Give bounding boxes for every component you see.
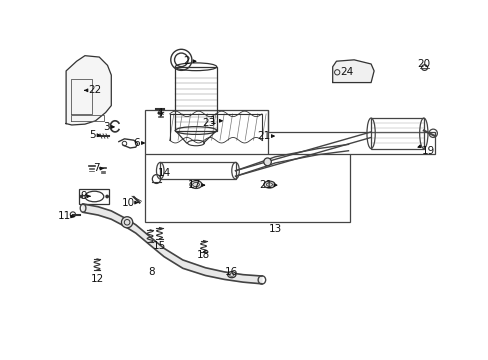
Bar: [79, 189, 109, 204]
Text: 11: 11: [57, 211, 70, 221]
Polygon shape: [332, 60, 373, 82]
Text: 6: 6: [133, 138, 139, 148]
Text: 22: 22: [88, 85, 101, 95]
Text: 10: 10: [121, 198, 134, 208]
Text: 2: 2: [183, 56, 190, 66]
Text: 4: 4: [157, 108, 163, 117]
Ellipse shape: [263, 158, 271, 166]
Circle shape: [80, 195, 83, 198]
Text: 9: 9: [80, 191, 87, 201]
Polygon shape: [83, 204, 262, 284]
Text: 19: 19: [421, 146, 434, 156]
Text: 16: 16: [224, 267, 238, 278]
Bar: [160, 162, 235, 179]
Bar: [175, 67, 216, 131]
Ellipse shape: [263, 181, 275, 188]
Circle shape: [105, 195, 109, 198]
Text: 14: 14: [157, 168, 170, 178]
Text: 18: 18: [197, 250, 210, 260]
Text: 8: 8: [148, 267, 155, 278]
Ellipse shape: [190, 181, 202, 188]
Ellipse shape: [121, 217, 132, 228]
Text: 23: 23: [202, 118, 215, 128]
Text: 24: 24: [339, 67, 352, 77]
Text: 12: 12: [90, 274, 103, 284]
Text: 1: 1: [210, 116, 216, 126]
Text: 13: 13: [269, 224, 282, 234]
Text: 3: 3: [102, 122, 109, 132]
Text: 7: 7: [92, 163, 99, 174]
Ellipse shape: [227, 271, 235, 278]
Text: 17: 17: [187, 180, 201, 190]
Text: 21: 21: [259, 180, 272, 190]
Bar: [370, 118, 423, 149]
Text: 15: 15: [153, 240, 166, 251]
Polygon shape: [66, 56, 111, 125]
Text: 5: 5: [89, 130, 96, 140]
Text: 21: 21: [257, 131, 270, 141]
Text: 20: 20: [416, 59, 429, 69]
